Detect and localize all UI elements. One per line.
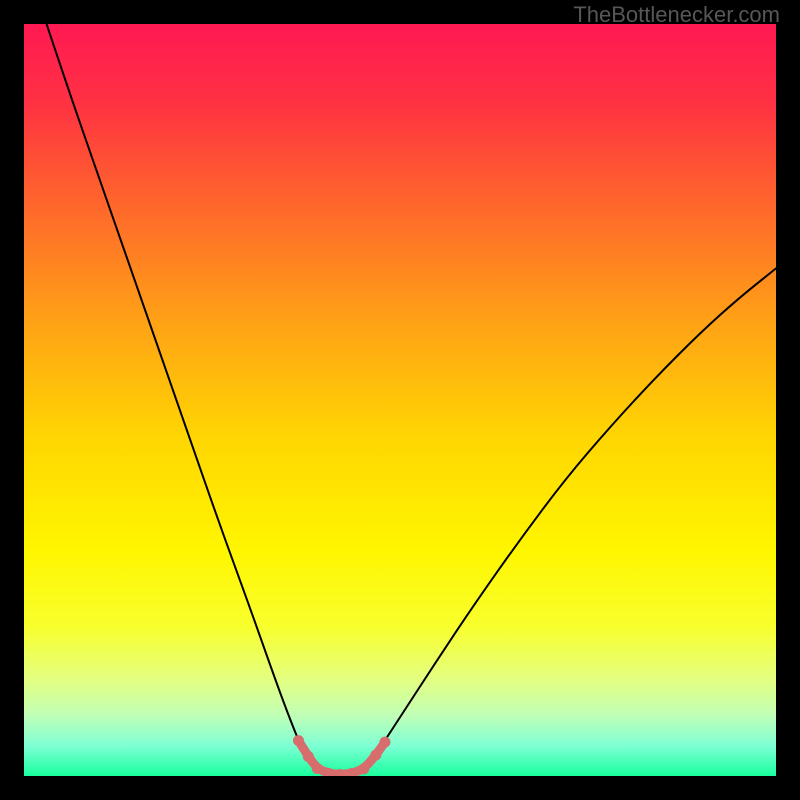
gradient-background <box>24 24 776 776</box>
watermark-text: TheBottlenecker.com <box>573 2 780 28</box>
highlight-marker <box>370 749 381 760</box>
highlight-marker <box>293 735 304 746</box>
highlight-marker <box>358 763 369 774</box>
highlight-marker <box>303 751 314 762</box>
highlight-marker <box>312 763 323 774</box>
highlight-marker <box>379 737 390 748</box>
chart-container: TheBottlenecker.com <box>0 0 800 800</box>
bottleneck-chart <box>24 24 776 776</box>
